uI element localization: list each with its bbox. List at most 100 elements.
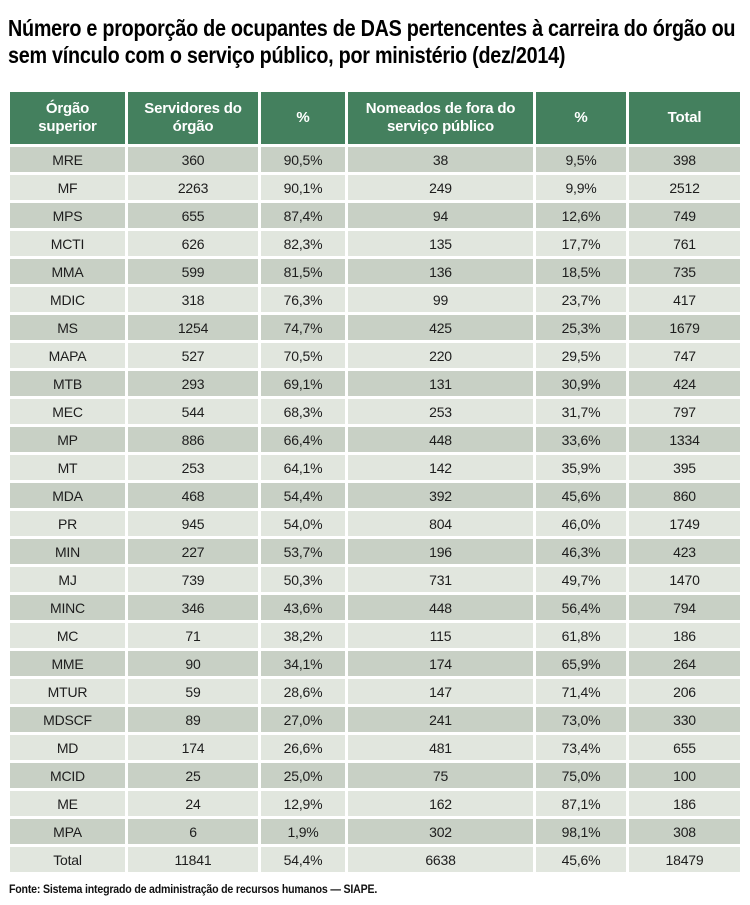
header-row: Órgão superior Servidores do órgão% Nomead… (10, 92, 740, 144)
table-cell: 70,5% (261, 343, 345, 368)
table-row: MME 90 34,1% 174 65,9% 264 (10, 651, 740, 676)
table-cell: MT (10, 455, 125, 480)
table-row: MPS 655 87,4% 94 12,6% 749 (10, 203, 740, 228)
column-header: Órgão superior (10, 92, 125, 144)
table-cell: 626 (128, 231, 258, 256)
table-cell: 747 (629, 343, 740, 368)
table-cell: 18479 (629, 847, 740, 872)
column-header: % (261, 92, 345, 144)
table-cell: 9,9% (536, 175, 626, 200)
table-cell: 417 (629, 287, 740, 312)
table-cell: 735 (629, 259, 740, 284)
table-cell: 71 (128, 623, 258, 648)
table-row: MCID 25 25,0% 75 75,0% 100 (10, 763, 740, 788)
title-line-1: Número e proporção de ocupantes de DAS p… (8, 15, 736, 41)
table-cell: 18,5% (536, 259, 626, 284)
table-cell: MRE (10, 147, 125, 172)
source-note: Fonte: Sistema integrado de administraçã… (9, 884, 378, 896)
table-cell: 90,1% (261, 175, 345, 200)
table-cell: 392 (348, 483, 533, 508)
table-cell: 45,6% (536, 847, 626, 872)
table-row: MEC 544 68,3% 253 31,7% 797 (10, 399, 740, 424)
table-cell: 23,7% (536, 287, 626, 312)
table-cell: 804 (348, 511, 533, 536)
table-cell: 98,1% (536, 819, 626, 844)
table-cell: 1749 (629, 511, 740, 536)
table-cell: 599 (128, 259, 258, 284)
table-cell: MIN (10, 539, 125, 564)
table-cell: 73,0% (536, 707, 626, 732)
table-cell: 25,0% (261, 763, 345, 788)
table-cell: 886 (128, 427, 258, 452)
table-cell: 17,7% (536, 231, 626, 256)
table-cell: MDIC (10, 287, 125, 312)
table-cell: MPA (10, 819, 125, 844)
table-cell: 54,4% (261, 483, 345, 508)
table-cell: ME (10, 791, 125, 816)
table-cell: 54,0% (261, 511, 345, 536)
table-header: Órgão superior Servidores do órgão% Nomead… (10, 92, 740, 144)
table-cell: MP (10, 427, 125, 452)
table-cell: 69,1% (261, 371, 345, 396)
table-cell: 56,4% (536, 595, 626, 620)
table-cell: MCTI (10, 231, 125, 256)
table-cell: MINC (10, 595, 125, 620)
table-cell: 749 (629, 203, 740, 228)
table-cell: 53,7% (261, 539, 345, 564)
table-cell: 1679 (629, 315, 740, 340)
table-cell: 75,0% (536, 763, 626, 788)
column-header: Total (629, 92, 740, 144)
table-cell: 66,4% (261, 427, 345, 452)
table-row: MINC 346 43,6% 448 56,4% 794 (10, 595, 740, 620)
table-row: MCTI 626 82,3% 135 17,7% 761 (10, 231, 740, 256)
table-cell: 147 (348, 679, 533, 704)
table-row: MTB 293 69,1% 131 30,9% 424 (10, 371, 740, 396)
table-row: MRE 360 90,5% 38 9,5% 398 (10, 147, 740, 172)
table-cell: 227 (128, 539, 258, 564)
title-line-2: sem vínculo com o serviço público, por m… (8, 42, 566, 68)
table-row: MDSCF 89 27,0% 241 73,0% 330 (10, 707, 740, 732)
table-cell: 481 (348, 735, 533, 760)
table-cell: 12,9% (261, 791, 345, 816)
table-cell: 468 (128, 483, 258, 508)
table-cell: MME (10, 651, 125, 676)
table-cell: 186 (629, 623, 740, 648)
table-cell: 100 (629, 763, 740, 788)
table-cell: 90,5% (261, 147, 345, 172)
table-cell: 87,1% (536, 791, 626, 816)
table-cell: 1334 (629, 427, 740, 452)
table-cell: 264 (629, 651, 740, 676)
table-cell: 11841 (128, 847, 258, 872)
table-cell: MDA (10, 483, 125, 508)
table-cell: MPS (10, 203, 125, 228)
table-body: MRE 360 90,5% 38 9,5% 398 MF 2263 90,1% 249 9,9% 25… (10, 147, 740, 872)
table-cell: 220 (348, 343, 533, 368)
table-cell: 33,6% (536, 427, 626, 452)
table-row: MTUR 59 28,6% 147 71,4% 206 (10, 679, 740, 704)
column-header: % (536, 92, 626, 144)
table-row: MJ 739 50,3% 731 49,7% 1470 (10, 567, 740, 592)
table-cell: 46,0% (536, 511, 626, 536)
table-row: ME 24 12,9% 162 87,1% 186 (10, 791, 740, 816)
table-cell: 330 (629, 707, 740, 732)
table-cell: 65,9% (536, 651, 626, 676)
table-cell: 74,7% (261, 315, 345, 340)
table-cell: 544 (128, 399, 258, 424)
table-cell: MF (10, 175, 125, 200)
table-cell: 731 (348, 567, 533, 592)
table-cell: 34,1% (261, 651, 345, 676)
table-cell: 27,0% (261, 707, 345, 732)
table-cell: MJ (10, 567, 125, 592)
table-cell: 26,6% (261, 735, 345, 760)
table-row: MT 253 64,1% 142 35,9% 395 (10, 455, 740, 480)
table-cell: 12,6% (536, 203, 626, 228)
table-cell: 38 (348, 147, 533, 172)
table-cell: 346 (128, 595, 258, 620)
table-cell: 249 (348, 175, 533, 200)
table-row: MMA 599 81,5% 136 18,5% 735 (10, 259, 740, 284)
table-cell: 945 (128, 511, 258, 536)
table-cell: 302 (348, 819, 533, 844)
table-cell: 395 (629, 455, 740, 480)
table-cell: MS (10, 315, 125, 340)
table-cell: 38,2% (261, 623, 345, 648)
